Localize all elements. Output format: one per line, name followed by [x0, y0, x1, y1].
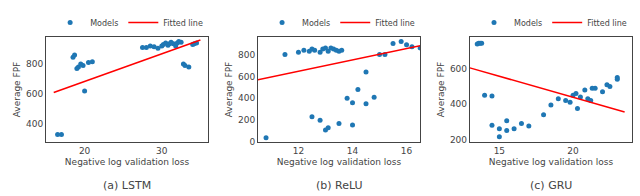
- svg-text:200: 200: [450, 135, 467, 145]
- svg-text:800: 800: [238, 50, 255, 60]
- svg-text:(a) LSTM: (a) LSTM: [103, 179, 151, 192]
- svg-text:Average FPF: Average FPF: [436, 62, 446, 118]
- svg-text:Models: Models: [514, 19, 542, 28]
- svg-text:800: 800: [26, 59, 43, 69]
- svg-text:Negative log validation loss: Negative log validation loss: [489, 157, 614, 167]
- svg-text:15: 15: [494, 146, 505, 156]
- svg-text:Fitted line: Fitted line: [375, 19, 415, 28]
- svg-text:16: 16: [401, 146, 413, 156]
- svg-text:30: 30: [156, 146, 168, 156]
- svg-text:200: 200: [238, 115, 255, 125]
- svg-text:Negative log validation loss: Negative log validation loss: [65, 157, 190, 167]
- svg-text:20: 20: [567, 146, 579, 156]
- svg-text:400: 400: [450, 99, 467, 109]
- svg-text:Average FPF: Average FPF: [12, 62, 22, 118]
- svg-text:Negative log validation loss: Negative log validation loss: [277, 157, 402, 167]
- svg-text:20: 20: [79, 146, 91, 156]
- svg-text:0: 0: [249, 137, 255, 147]
- svg-text:(b) ReLU: (b) ReLU: [316, 179, 363, 192]
- svg-text:12: 12: [293, 146, 304, 156]
- svg-text:Fitted line: Fitted line: [587, 19, 627, 28]
- svg-text:600: 600: [238, 72, 255, 82]
- svg-text:Average FPF: Average FPF: [224, 62, 234, 118]
- svg-text:Fitted line: Fitted line: [163, 19, 203, 28]
- svg-text:Models: Models: [302, 19, 330, 28]
- svg-text:600: 600: [450, 64, 467, 74]
- svg-text:400: 400: [238, 93, 255, 103]
- svg-text:600: 600: [26, 89, 43, 99]
- svg-text:(c) GRU: (c) GRU: [530, 179, 572, 192]
- svg-text:Models: Models: [90, 19, 118, 28]
- svg-text:400: 400: [26, 119, 43, 129]
- svg-text:14: 14: [347, 146, 359, 156]
